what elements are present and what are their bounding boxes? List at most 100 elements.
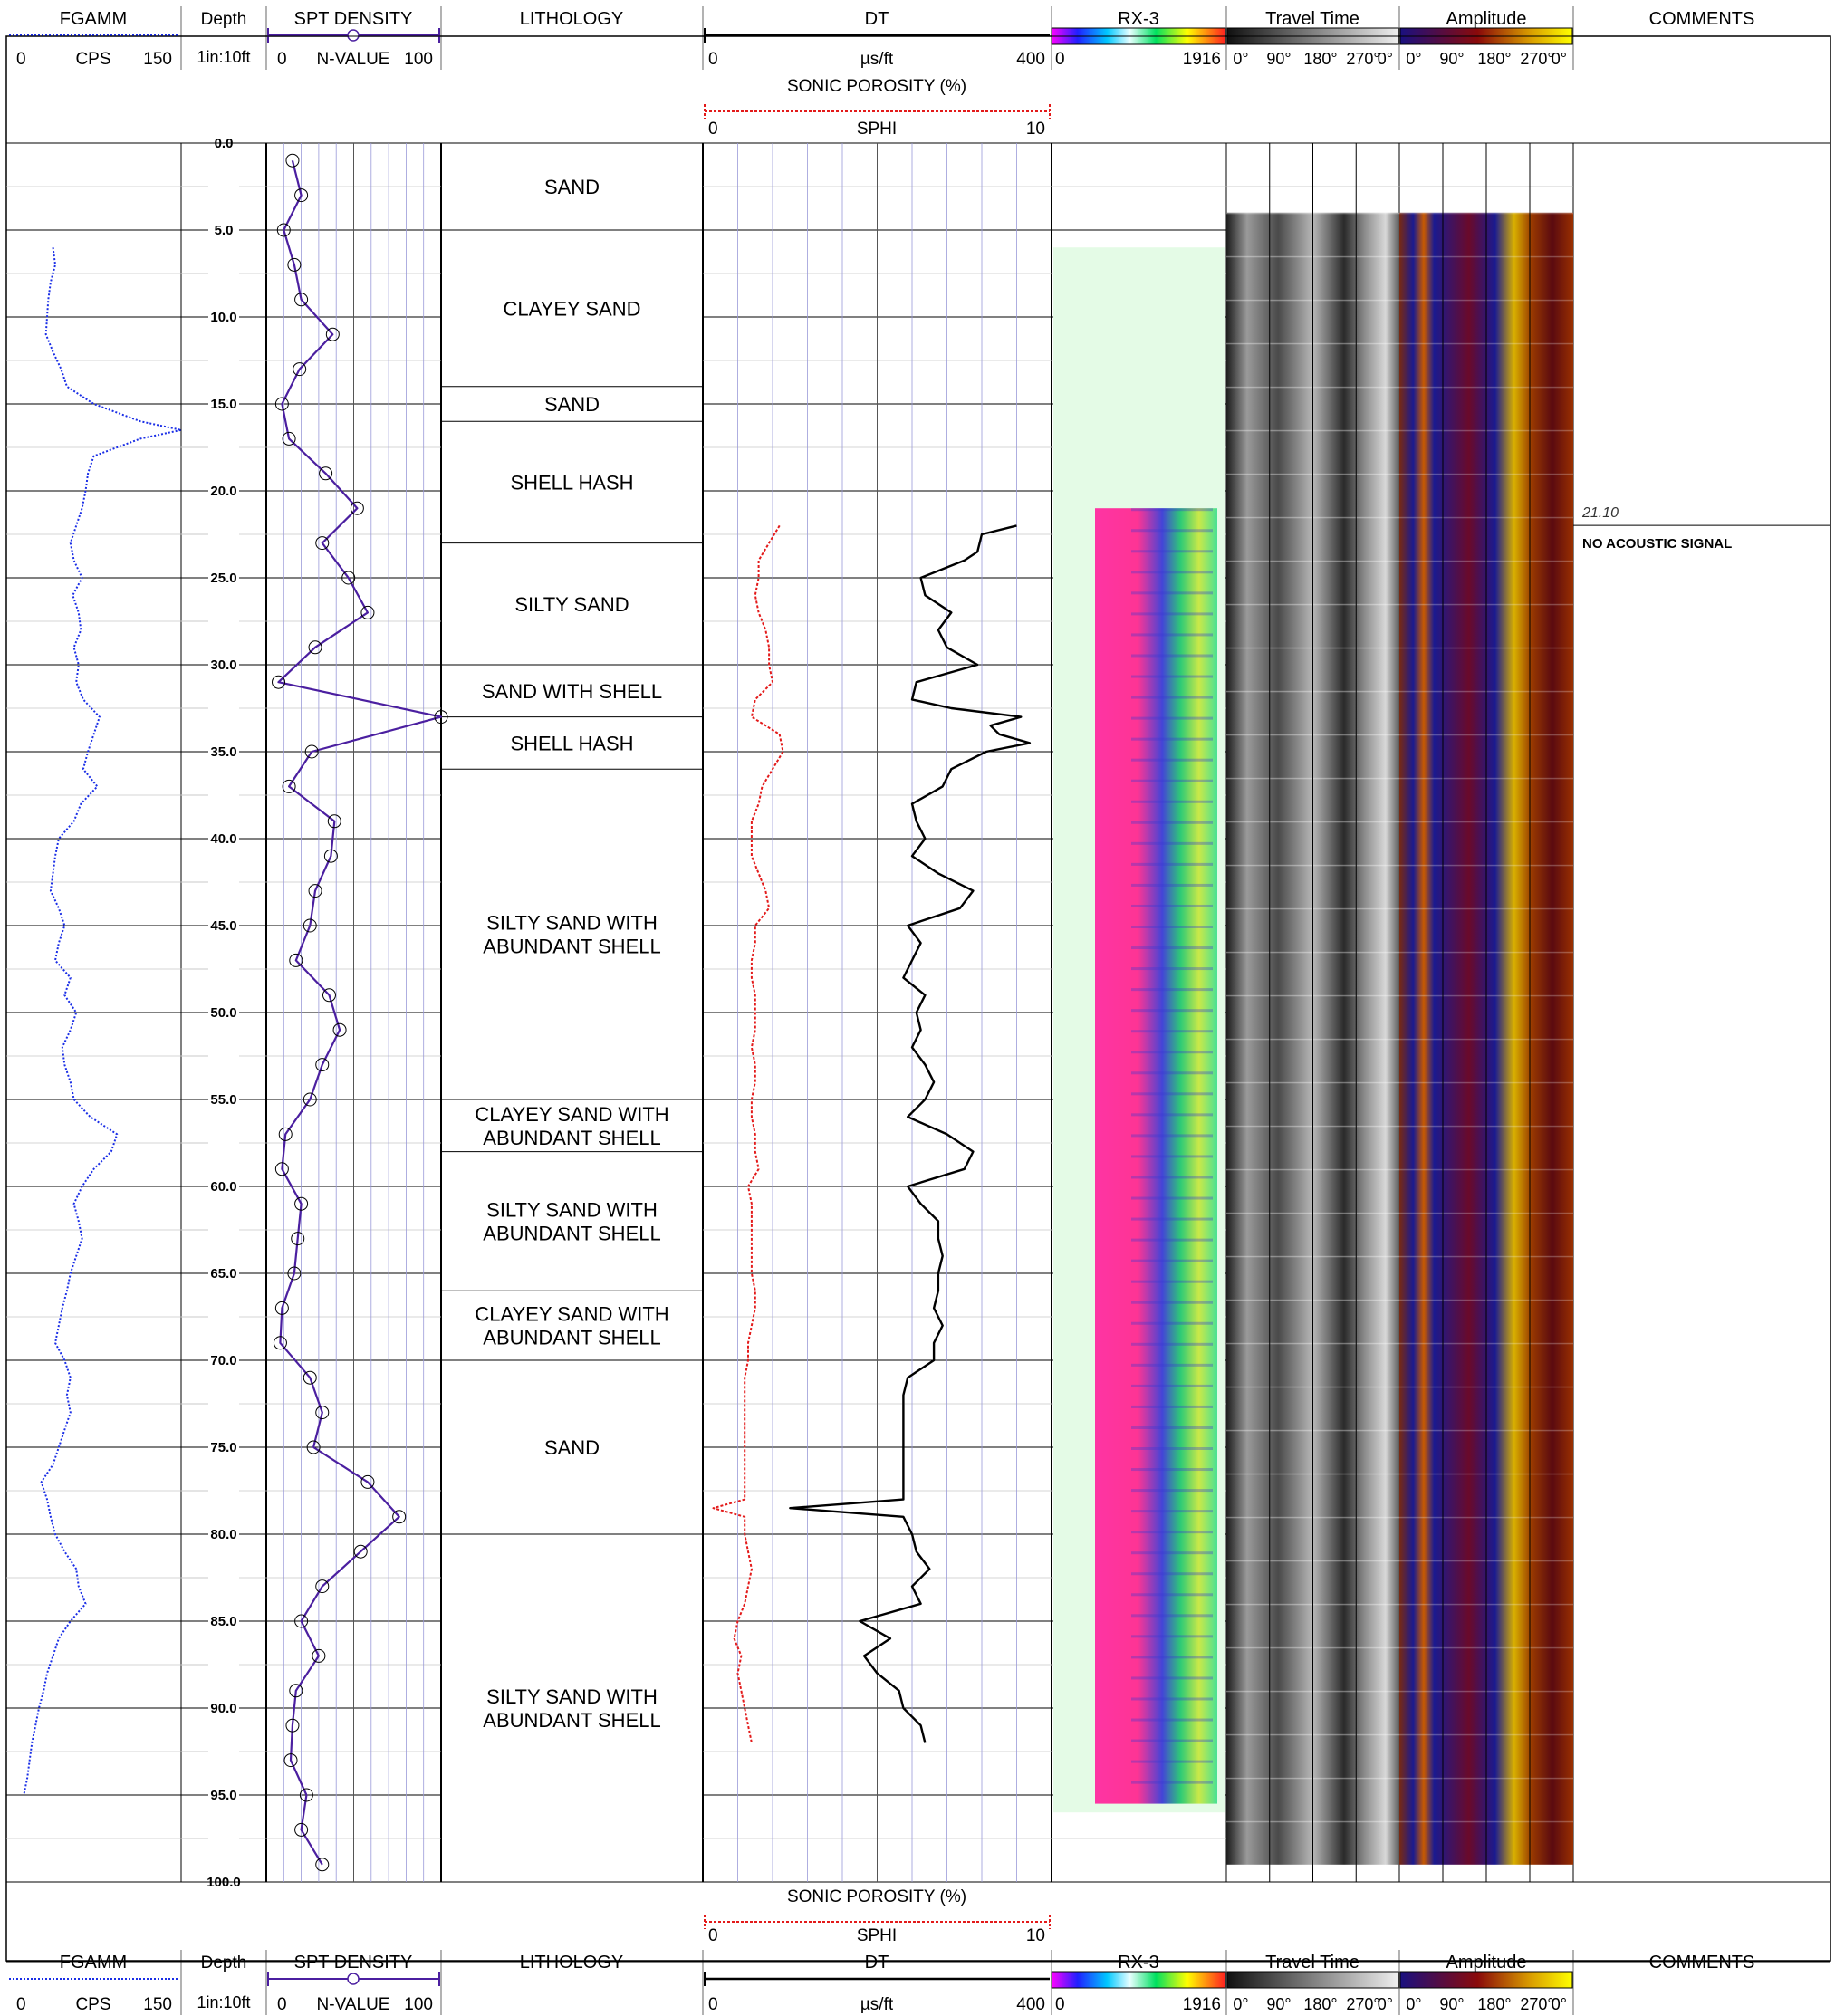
rx3-waveform-stripe: [1131, 508, 1213, 512]
rx3-waveform-stripe: [1131, 1009, 1213, 1013]
spt-point: [291, 1232, 305, 1246]
lithology-label: SAND: [544, 393, 600, 416]
spt-point: [360, 1474, 375, 1489]
rx3-waveform-stripe: [1131, 1384, 1213, 1387]
track-area: 0.0 5.0 10.0 15.0 20.0 25.0 30.0 35.0 40.0 45.0 50…: [6, 136, 1830, 1890]
header-spt-min-bottom: 0: [277, 1995, 287, 2014]
rx3-waveform-stripe: [1131, 1510, 1213, 1513]
spt-point: [303, 1370, 317, 1385]
spt-point: [350, 501, 364, 515]
sphi-curve: [712, 524, 784, 1743]
rx3-waveform-stripe: [1131, 800, 1213, 803]
spt-point: [274, 1162, 289, 1176]
header-amplitude-colorbar-bottom: [1399, 1971, 1573, 1989]
header-area: FGAMM 0 CPS 150 Depth 1in:10ft SPT DENSITY 0 N-V…: [6, 6, 1830, 2015]
header-dt-title-bottom: DT: [865, 1953, 889, 1973]
rx3-waveform-stripe: [1131, 1176, 1213, 1179]
header-fgamm-max-top: 150: [143, 50, 172, 69]
rx3-waveform-stripe: [1131, 1676, 1213, 1680]
spt-point: [312, 1648, 326, 1663]
lithology-label: CLAYEY SAND WITH: [475, 1103, 668, 1126]
comment-text: NO ACOUSTIC SIGNAL: [1582, 536, 1732, 552]
rx3-waveform-stripe: [1131, 841, 1213, 845]
depth-tick-label: 5.0: [215, 223, 234, 238]
header-travel-time-tick-bottom: 0°: [1233, 1995, 1248, 2013]
rx3-waveform-stripe: [1131, 591, 1213, 595]
header-amplitude-tick-bottom: 180°: [1477, 1995, 1511, 2013]
depth-tick-label: 10.0: [210, 310, 236, 325]
spt-point: [304, 744, 319, 759]
spt-point: [308, 640, 322, 655]
dt-curve: [789, 524, 1032, 1743]
spt-point: [353, 1544, 368, 1559]
header-dt-max-bottom: 400: [1016, 1995, 1045, 2014]
lithology-label: ABUNDANT SHELL: [483, 1127, 660, 1149]
header-rx3-min-bottom: 0: [1055, 1995, 1065, 2014]
depth-tick-label: 40.0: [210, 831, 236, 847]
header-fgamm-min-bottom: 0: [16, 1995, 26, 2014]
lithology-label: SAND: [544, 176, 600, 198]
rx3-waveform-stripe: [1131, 1426, 1213, 1429]
header-travel-time-tick-bottom: 0°: [1378, 1995, 1393, 2013]
rx3-waveform-stripe: [1131, 1718, 1213, 1722]
rx3-waveform-stripe: [1131, 1071, 1213, 1075]
rx3-waveform-stripe: [1131, 1760, 1213, 1763]
header-amplitude-tick-top: 270°: [1520, 50, 1553, 68]
depth-tick-label: 20.0: [210, 484, 236, 499]
rx3-waveform-stripe: [1131, 862, 1213, 866]
rx3-waveform-stripe: [1131, 988, 1213, 992]
spt-point: [323, 849, 338, 863]
rx3-waveform-stripe: [1131, 1697, 1213, 1701]
spt-point: [274, 397, 289, 411]
header-spt-marker-bottom: [347, 1973, 360, 1985]
spt-point: [434, 710, 448, 725]
spt-point: [293, 362, 307, 377]
depth-tick-label: 90.0: [210, 1701, 236, 1716]
header-travel-time-tick-top: 180°: [1303, 50, 1337, 68]
rx3-waveform-stripe: [1131, 1280, 1213, 1283]
spt-point: [272, 675, 286, 689]
lithology-label: SILTY SAND WITH: [486, 912, 658, 935]
header-spt-min-top: 0: [277, 50, 287, 69]
spt-point: [332, 1022, 347, 1037]
depth-tick-label: 55.0: [210, 1092, 236, 1108]
spt-point: [392, 1510, 407, 1524]
spt-point: [315, 536, 330, 551]
header-spt-marker-top: [347, 29, 360, 42]
comment-depth-label: 21.10: [1581, 505, 1619, 521]
depth-tick-label: 35.0: [210, 744, 236, 760]
header-spt-unit-bottom: N-VALUE: [317, 1995, 390, 2014]
header-sphi-max-bottom: 10: [1026, 1926, 1045, 1945]
rx3-waveform-stripe: [1131, 633, 1213, 637]
rx3-waveform-stripe: [1131, 1551, 1213, 1555]
header-spt-max-bottom: 100: [404, 1995, 433, 2014]
spt-point: [294, 1822, 309, 1837]
depth-tick-label: 60.0: [210, 1179, 236, 1195]
lithology-label: SHELL HASH: [510, 732, 633, 754]
depth-tick-label: 95.0: [210, 1788, 236, 1803]
rx3-waveform-stripe: [1131, 529, 1213, 533]
rx3-waveform-stripe: [1131, 612, 1213, 616]
spt-point: [276, 223, 291, 237]
rx3-waveform-stripe: [1131, 1739, 1213, 1742]
rx3-waveform-stripe: [1131, 737, 1213, 741]
header-amplitude-title-top: Amplitude: [1446, 9, 1527, 29]
rx3-waveform-stripe: [1131, 1217, 1213, 1221]
header-spt-max-top: 100: [404, 50, 433, 69]
spt-point: [308, 884, 322, 898]
header-lithology-title-top: LITHOLOGY: [520, 9, 623, 29]
depth-tick-label: 15.0: [210, 397, 236, 412]
rx3-waveform-stripe: [1131, 1572, 1213, 1576]
header-comments-title-bottom: COMMENTS: [1649, 1953, 1755, 1973]
spt-point: [319, 466, 333, 481]
spt-point: [273, 1336, 287, 1350]
depth-tick-label: 50.0: [210, 1005, 236, 1021]
header-amplitude-tick-top: 90°: [1439, 50, 1464, 68]
lithology-label: ABUNDANT SHELL: [483, 1709, 660, 1732]
header-amplitude-tick-top: 0°: [1406, 50, 1421, 68]
spt-point: [315, 1858, 330, 1872]
rx3-waveform-stripe: [1131, 1134, 1213, 1138]
header-travel-time-tick-bottom: 90°: [1266, 1995, 1291, 2013]
header-spt-unit-top: N-VALUE: [317, 50, 390, 69]
rx3-waveform-stripe: [1131, 571, 1213, 574]
